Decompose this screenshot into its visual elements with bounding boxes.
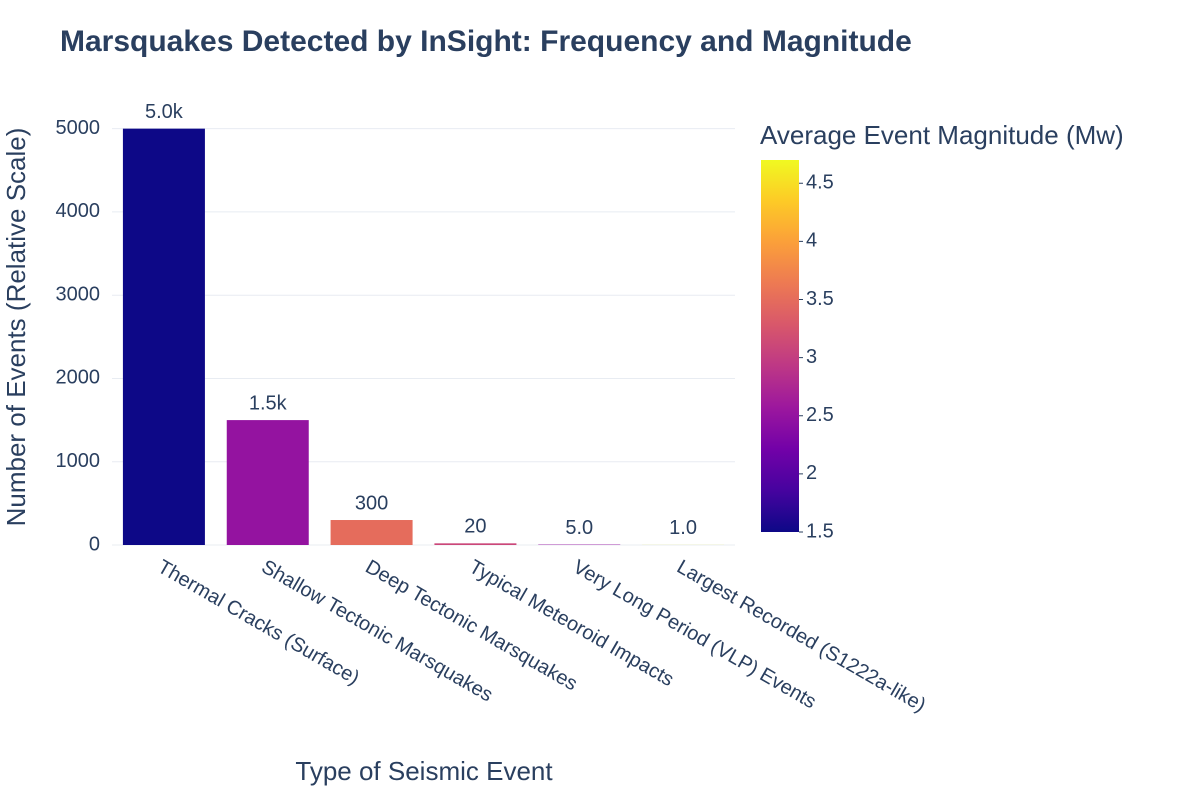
- value-label: 5.0k: [145, 101, 184, 123]
- value-label: 5.0: [565, 517, 593, 539]
- colorbar-tick-label: 2.5: [806, 404, 834, 426]
- bar: [122, 128, 205, 545]
- colorbar-tick-label: 4: [806, 230, 817, 252]
- colorbar: [761, 160, 799, 532]
- y-tick-label: 3000: [56, 283, 101, 305]
- value-label: 1.5k: [249, 392, 288, 414]
- bar: [226, 420, 309, 545]
- colorbar-tick-label: 1.5: [806, 520, 834, 542]
- y-tick-label: 5000: [56, 117, 101, 139]
- bar: [434, 543, 517, 545]
- colorbar-title: Average Event Magnitude (Mw): [760, 120, 1124, 150]
- y-axis-title: Number of Events (Relative Scale): [1, 128, 31, 527]
- y-tick-label: 0: [89, 533, 100, 555]
- value-label: 300: [355, 492, 388, 514]
- colorbar-tick-label: 2: [806, 462, 817, 484]
- x-axis-title: Type of Seismic Event: [295, 756, 553, 786]
- y-tick-label: 4000: [56, 200, 101, 222]
- colorbar-tick-label: 3.5: [806, 288, 834, 310]
- colorbar-tick-label: 4.5: [806, 172, 834, 194]
- value-label: 1.0: [669, 517, 697, 539]
- y-tick-label: 1000: [56, 450, 101, 472]
- bar: [330, 520, 413, 545]
- value-label: 20: [464, 516, 486, 538]
- x-tick-label: Thermal Cracks (Surface): [154, 556, 363, 690]
- y-tick-label: 2000: [56, 367, 101, 389]
- colorbar-tick-label: 3: [806, 346, 817, 368]
- chart-title: Marsquakes Detected by InSight: Frequenc…: [60, 25, 912, 58]
